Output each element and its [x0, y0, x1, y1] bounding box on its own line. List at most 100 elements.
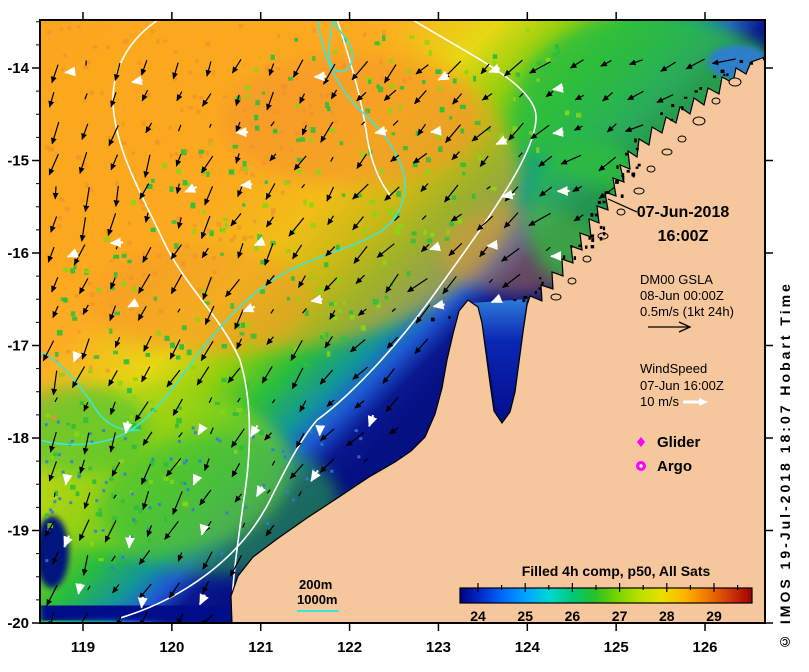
rock-islet	[599, 225, 603, 230]
current-vector	[319, 428, 335, 442]
orange-speckle	[127, 221, 131, 226]
current-vector	[242, 522, 246, 528]
green-speckle	[223, 217, 229, 221]
orange-speckle	[286, 179, 291, 184]
green-speckle	[382, 259, 387, 266]
orange-speckle	[129, 307, 135, 311]
green-speckle	[239, 332, 245, 336]
orange-speckle	[408, 76, 413, 81]
blue-speckle	[49, 508, 53, 512]
rock-islet	[590, 234, 595, 238]
green-speckle	[54, 490, 59, 496]
green-speckle	[60, 297, 67, 302]
rock-islet	[573, 256, 577, 260]
current-vector	[298, 275, 306, 289]
colorbar-tick-label: 29	[706, 608, 722, 624]
green-speckle	[71, 424, 76, 429]
green-speckle	[236, 407, 243, 413]
green-speckle	[270, 240, 276, 246]
orange-speckle	[168, 125, 172, 130]
orange-speckle	[302, 121, 307, 125]
current-vector	[202, 580, 210, 594]
green-speckle	[244, 85, 251, 90]
orange-speckle	[276, 33, 281, 38]
orange-speckle	[156, 253, 162, 259]
current-vector	[234, 309, 244, 330]
green-speckle	[121, 281, 126, 287]
current-vector	[270, 308, 275, 314]
green-speckle	[190, 365, 197, 370]
sst-cold-band	[40, 596, 232, 623]
blue-speckle	[320, 442, 324, 446]
current-vector	[201, 155, 214, 174]
y-tick-label: -20	[7, 615, 29, 632]
green-speckle	[437, 86, 442, 92]
orange-speckle	[153, 271, 157, 276]
green-speckle	[120, 499, 125, 504]
current-vector	[178, 432, 183, 438]
x-tick-label: 119	[71, 639, 95, 656]
current-vector	[200, 614, 214, 623]
orange-speckle	[271, 211, 275, 217]
wind-vector	[495, 135, 508, 146]
blue-speckle	[147, 527, 151, 531]
current-vector	[230, 428, 245, 448]
blue-speckle	[191, 426, 195, 430]
rock-islet	[620, 194, 624, 198]
current-vector	[503, 59, 523, 77]
current-vector	[87, 585, 91, 591]
orange-speckle	[58, 216, 62, 220]
orange-speckle	[156, 39, 160, 44]
green-speckle	[377, 86, 384, 93]
green-speckle	[111, 559, 117, 565]
blue-speckle	[354, 429, 358, 433]
green-speckle	[308, 138, 314, 142]
wind-vector	[315, 425, 326, 437]
orange-speckle	[271, 208, 276, 213]
blue-speckle	[262, 515, 266, 519]
current-vector	[476, 215, 494, 231]
green-speckle	[176, 168, 182, 175]
blue-speckle	[312, 468, 316, 472]
green-speckle	[486, 128, 491, 132]
green-speckle	[422, 80, 426, 85]
current-vector	[288, 217, 305, 237]
green-speckle	[342, 37, 348, 42]
sst-warm-patch	[90, 245, 310, 355]
green-speckle	[560, 97, 566, 104]
current-vector	[451, 151, 461, 161]
y-tick-label: -16	[7, 245, 29, 262]
green-speckle	[358, 193, 362, 198]
green-speckle	[258, 429, 264, 436]
gsla-scale-arrow	[648, 321, 692, 333]
orange-speckle	[206, 228, 211, 234]
green-speckle	[390, 211, 395, 218]
green-speckle	[254, 66, 258, 73]
green-speckle	[372, 299, 379, 305]
orange-speckle	[185, 149, 190, 153]
orange-speckle	[108, 136, 113, 141]
current-vector	[326, 399, 335, 407]
rock-islet	[594, 213, 599, 217]
green-speckle	[132, 377, 138, 381]
green-speckle	[92, 498, 96, 503]
orange-speckle	[59, 27, 64, 31]
blue-speckle	[357, 455, 361, 459]
current-vector	[420, 183, 429, 192]
orange-speckle	[151, 29, 155, 34]
green-speckle	[288, 76, 293, 81]
green-speckle	[176, 355, 181, 360]
rock-islet	[671, 103, 675, 108]
current-vector	[385, 396, 399, 413]
orange-speckle	[363, 32, 367, 37]
green-speckle	[349, 314, 355, 320]
current-vector	[172, 491, 183, 515]
blue-speckle	[148, 506, 152, 510]
green-speckle	[555, 121, 559, 125]
rock-islet	[634, 138, 637, 143]
rock-islet	[739, 60, 744, 63]
current-vector	[624, 124, 644, 133]
orange-speckle	[173, 50, 178, 54]
colorbar-tick-label: 27	[612, 608, 628, 624]
green-speckle	[264, 180, 268, 185]
